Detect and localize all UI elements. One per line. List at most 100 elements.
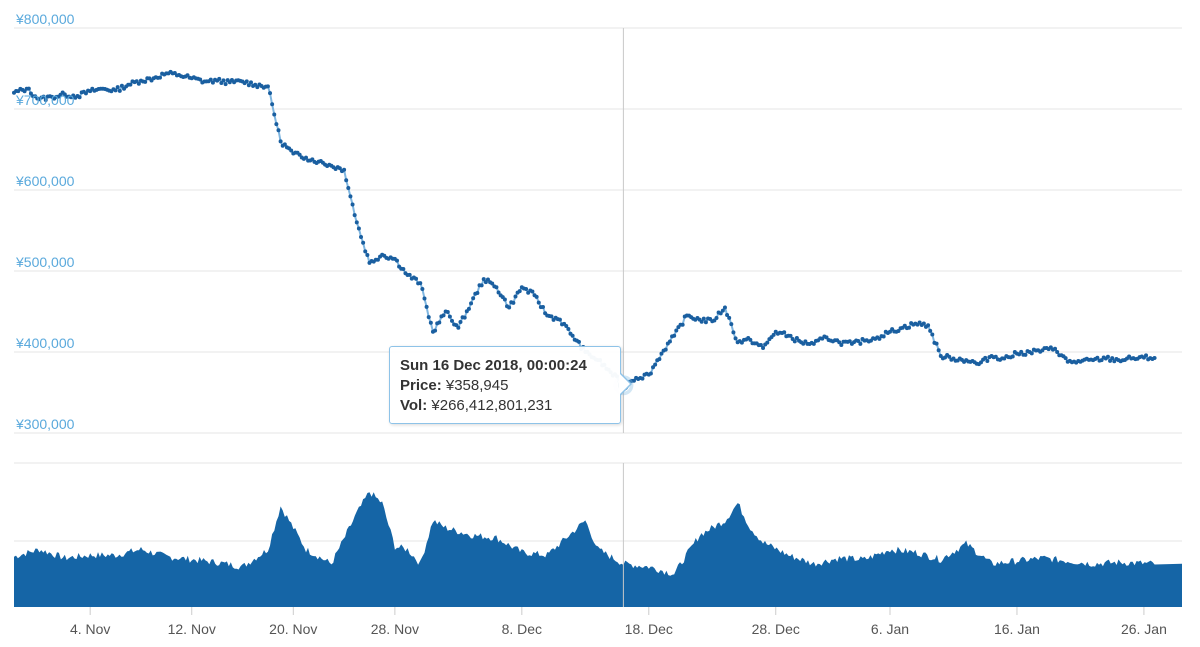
price-line-path bbox=[13, 70, 1157, 387]
price-point bbox=[672, 333, 677, 338]
price-point bbox=[401, 266, 406, 271]
chart-tooltip: Sun 16 Dec 2018, 00:00:24 Price: ¥358,94… bbox=[389, 346, 621, 424]
price-point bbox=[792, 339, 797, 344]
x-tick-label: 26. Jan bbox=[1121, 621, 1167, 637]
price-point bbox=[28, 91, 33, 96]
price-point bbox=[282, 142, 287, 147]
price-point bbox=[524, 287, 529, 292]
price-point bbox=[674, 328, 679, 333]
price-point bbox=[433, 328, 438, 333]
price-point bbox=[337, 166, 342, 171]
tooltip-price-row: Price: ¥358,945 bbox=[400, 376, 610, 396]
tooltip-vol-row: Vol: ¥266,412,801,231 bbox=[400, 396, 610, 416]
price-line bbox=[12, 69, 1157, 388]
price-point bbox=[456, 325, 461, 330]
price-point bbox=[348, 194, 353, 199]
price-point bbox=[507, 305, 512, 310]
x-tick-label: 12. Nov bbox=[168, 621, 216, 637]
price-point bbox=[930, 332, 935, 337]
price-point bbox=[1063, 356, 1068, 361]
price-point bbox=[837, 340, 842, 345]
price-point bbox=[77, 95, 82, 100]
price-point bbox=[41, 94, 46, 99]
price-point bbox=[720, 308, 725, 313]
price-point bbox=[1010, 354, 1015, 359]
price-point bbox=[270, 102, 275, 107]
price-point bbox=[304, 155, 308, 160]
price-point bbox=[1144, 353, 1149, 358]
price-point bbox=[1053, 346, 1058, 351]
price-point bbox=[143, 79, 148, 84]
price-point bbox=[564, 323, 569, 328]
x-tick-label: 8. Dec bbox=[502, 621, 542, 637]
tooltip-price-value: ¥358,945 bbox=[445, 377, 509, 394]
price-point bbox=[428, 320, 433, 325]
price-point bbox=[794, 335, 799, 340]
price-point bbox=[210, 80, 215, 85]
price-point bbox=[354, 220, 359, 225]
price-point bbox=[530, 289, 535, 294]
price-point bbox=[651, 365, 656, 370]
price-point bbox=[485, 277, 490, 282]
price-point bbox=[659, 351, 664, 356]
price-point bbox=[363, 249, 368, 254]
price-point bbox=[921, 321, 926, 326]
price-point bbox=[517, 289, 522, 294]
price-point bbox=[566, 327, 571, 332]
price-point bbox=[136, 81, 141, 86]
price-point bbox=[462, 315, 467, 320]
y-tick-label: ¥400,000 bbox=[15, 335, 75, 351]
price-point bbox=[496, 290, 501, 295]
price-point bbox=[356, 226, 361, 231]
y-tick-label: ¥500,000 bbox=[15, 254, 75, 270]
price-point bbox=[217, 76, 222, 81]
price-point bbox=[272, 112, 277, 117]
price-point bbox=[534, 294, 539, 299]
price-point bbox=[1152, 356, 1157, 361]
price-point bbox=[648, 371, 653, 376]
price-point bbox=[414, 276, 419, 281]
price-point bbox=[839, 342, 844, 347]
price-point bbox=[536, 300, 541, 305]
price-point bbox=[811, 341, 816, 346]
price-point bbox=[947, 354, 952, 359]
price-point bbox=[699, 319, 704, 324]
price-point bbox=[128, 82, 133, 87]
price-point bbox=[437, 320, 442, 325]
price-point bbox=[701, 316, 706, 321]
price-point bbox=[907, 325, 912, 330]
price-point bbox=[722, 305, 727, 310]
tooltip-vol-label: Vol: bbox=[400, 397, 428, 414]
price-point bbox=[788, 333, 793, 338]
price-point bbox=[727, 315, 732, 320]
x-tick-label: 28. Dec bbox=[752, 621, 800, 637]
price-point bbox=[631, 378, 636, 383]
price-point bbox=[422, 296, 427, 301]
tooltip-price-label: Price: bbox=[400, 377, 442, 394]
price-point bbox=[248, 80, 253, 85]
price-point bbox=[856, 339, 861, 344]
price-point bbox=[469, 301, 474, 306]
price-point bbox=[244, 79, 249, 84]
price-point bbox=[983, 355, 988, 360]
y-tick-label: ¥300,000 bbox=[15, 416, 75, 432]
y-axis-ticks: ¥800,000 ¥700,000 ¥600,000 ¥500,000 ¥400,000… bbox=[15, 11, 75, 432]
price-point bbox=[441, 313, 446, 318]
price-point bbox=[739, 340, 744, 345]
price-point bbox=[447, 314, 452, 319]
price-point bbox=[926, 323, 931, 328]
price-point bbox=[426, 315, 431, 320]
price-point bbox=[208, 77, 213, 82]
price-point bbox=[297, 152, 302, 157]
price-point bbox=[1099, 358, 1104, 363]
price-point bbox=[43, 98, 48, 103]
price-point bbox=[246, 83, 251, 88]
price-point bbox=[276, 128, 281, 133]
price-point bbox=[117, 88, 122, 93]
tooltip-vol-value: ¥266,412,801,231 bbox=[431, 397, 553, 414]
price-point bbox=[289, 148, 294, 153]
y-tick-label: ¥800,000 bbox=[15, 11, 75, 27]
price-point bbox=[985, 359, 990, 364]
price-point bbox=[466, 306, 471, 311]
